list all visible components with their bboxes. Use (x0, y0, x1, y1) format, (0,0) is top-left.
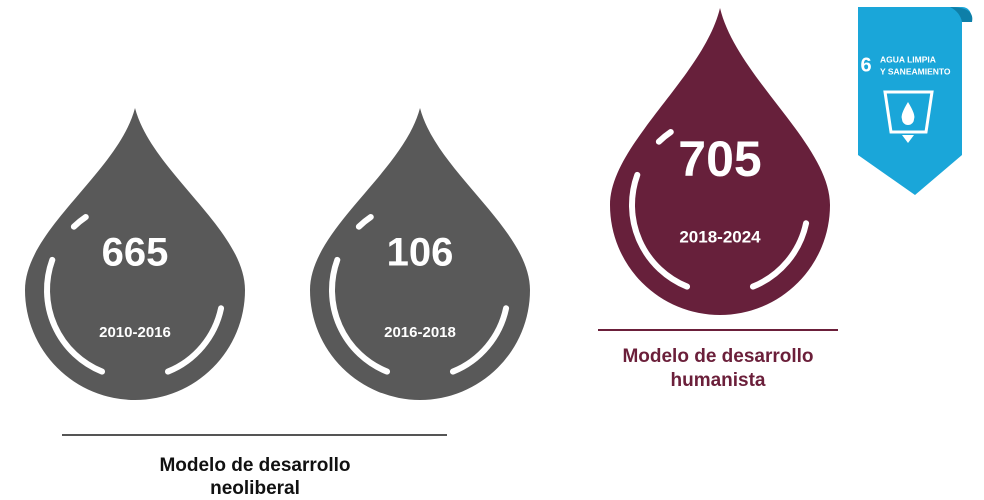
drop-period: 2010-2016 (99, 324, 171, 341)
drop-highlight (44, 256, 106, 375)
group-label: Modelo de desarrollo (622, 346, 813, 367)
drop (310, 108, 530, 400)
badge-text: Y SANEAMIENTO (880, 66, 951, 76)
sdg-badge: 6 AGUA LIMPIA Y SANEAMIENTO (858, 7, 973, 195)
group-label: neoliberal (210, 478, 300, 499)
drop-highlight (629, 171, 691, 290)
drop-period: 2016-2018 (384, 324, 456, 341)
drops: 665 2010-2016 106 2016-2018 705 2018-2024 (25, 8, 830, 400)
glass-icon (883, 90, 934, 134)
drop-icon (901, 102, 915, 125)
badge-number: 6 (860, 54, 871, 76)
drop-highlight (329, 256, 391, 375)
drop-highlight (164, 305, 225, 375)
arrow-icon (902, 135, 914, 143)
drop (25, 108, 245, 400)
drop-highlight (70, 214, 89, 230)
group-label: humanista (670, 370, 765, 391)
drop-highlight (449, 305, 510, 375)
badge-text: AGUA LIMPIA (880, 54, 936, 64)
group-label: Modelo de desarrollo (159, 455, 350, 476)
drop-highlight (355, 214, 374, 230)
drop-highlight (749, 220, 810, 290)
drop-period: 2018-2024 (679, 227, 761, 246)
badge-shape (858, 7, 972, 195)
drop-highlight (655, 129, 674, 145)
badge-curl (950, 7, 973, 22)
drop-value: 665 (102, 231, 169, 275)
drop-value: 106 (387, 231, 454, 275)
drop (610, 8, 830, 315)
drop-value: 705 (678, 131, 761, 187)
